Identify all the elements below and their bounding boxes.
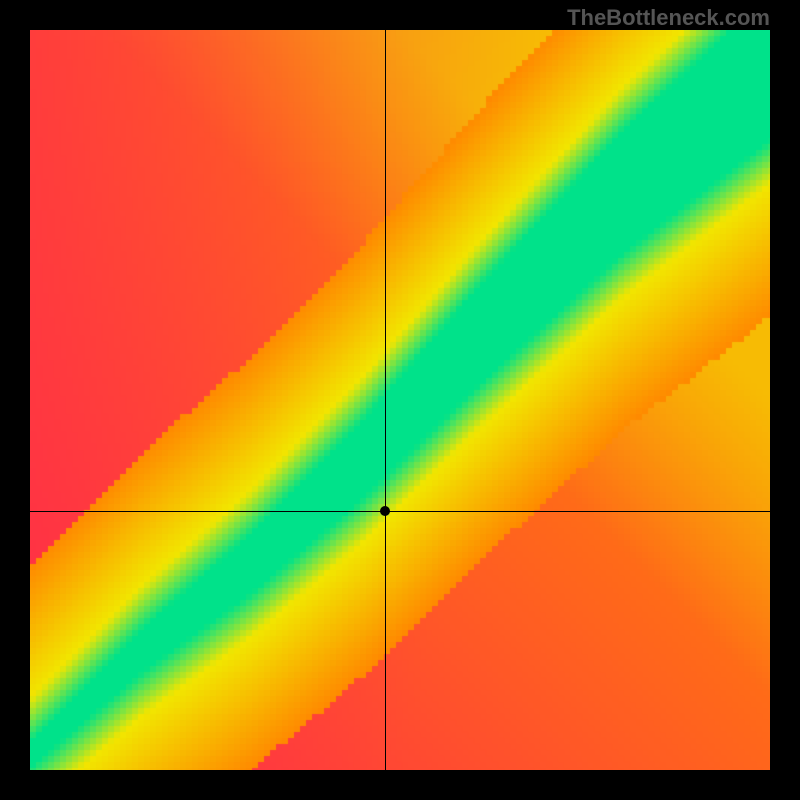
data-marker bbox=[380, 506, 390, 516]
plot-area bbox=[30, 30, 770, 770]
crosshair-vertical bbox=[385, 30, 386, 770]
heatmap-canvas bbox=[30, 30, 770, 770]
crosshair-horizontal bbox=[30, 511, 770, 512]
watermark-text: TheBottleneck.com bbox=[567, 5, 770, 31]
